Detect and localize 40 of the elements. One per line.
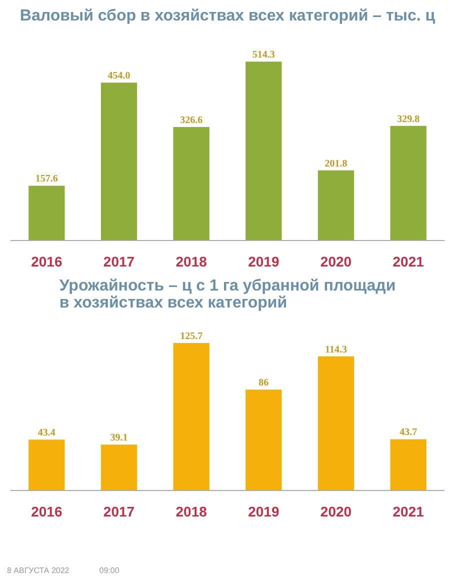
- data-label: 201.8: [324, 158, 348, 170]
- data-label: 43.4: [38, 428, 56, 439]
- bar: [318, 356, 354, 490]
- data-label: 125.7: [180, 331, 203, 342]
- bar: [173, 343, 210, 490]
- bar: [390, 126, 426, 240]
- bar: [246, 62, 282, 240]
- data-label: 43.7: [400, 427, 418, 438]
- x-tick-label: 2017: [103, 254, 135, 270]
- x-tick-label: 2018: [176, 254, 208, 270]
- bar: [100, 82, 138, 240]
- x-tick-label: 2019: [248, 504, 280, 520]
- bar: [28, 440, 65, 490]
- x-tick-label: 2019: [248, 254, 280, 270]
- x-tick-label: 2020: [320, 504, 352, 520]
- bar: [173, 126, 210, 240]
- chart-title: Валовый сбор в хозяйствах всех категорий – тыс. ц: [20, 8, 436, 24]
- data-label: 514.3: [252, 50, 275, 61]
- data-label: 114.3: [325, 344, 347, 356]
- data-label: 329.8: [397, 114, 420, 125]
- bar: [100, 444, 138, 490]
- text: 09:00: [99, 566, 120, 575]
- text: 8 АВГУСТА 2022: [7, 566, 70, 575]
- bar: [390, 439, 426, 490]
- data-label: 86: [258, 378, 269, 389]
- x-tick-label: 2021: [392, 504, 424, 520]
- x-tick-label: 2020: [320, 254, 352, 270]
- x-tick-label: 2018: [176, 504, 208, 520]
- bar: [28, 186, 65, 240]
- chart-title: Урожайность – ц с 1 га убранной площади в хозяйствах всех категорий: [59, 278, 396, 312]
- x-tick-label: 2016: [31, 504, 62, 520]
- x-tick-label: 2017: [103, 504, 135, 520]
- bar: [318, 170, 354, 240]
- data-label: 39.1: [110, 432, 128, 444]
- data-label: 157.6: [35, 174, 58, 185]
- bar: [246, 390, 282, 490]
- x-tick-label: 2016: [31, 254, 62, 270]
- data-label: 454.0: [108, 70, 130, 82]
- x-tick-label: 2021: [392, 254, 424, 270]
- data-label: 326.6: [180, 114, 203, 126]
